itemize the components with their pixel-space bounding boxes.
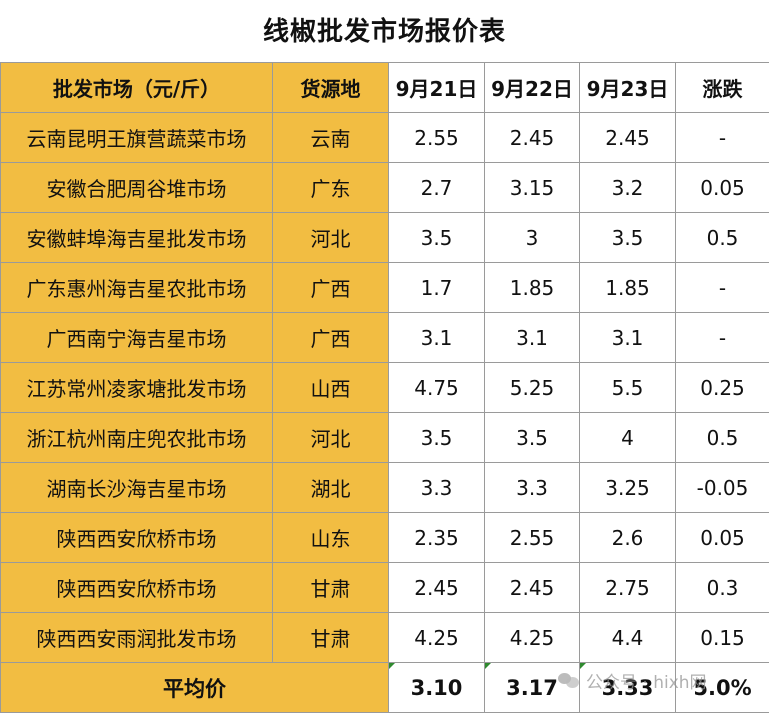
price-sep21-cell: 1.7 (389, 263, 485, 313)
price-sep22-cell: 5.25 (485, 363, 580, 413)
header-origin: 货源地 (273, 63, 389, 113)
origin-cell: 甘肃 (273, 563, 389, 613)
table-row: 广东惠州海吉星农批市场 广西 1.7 1.85 1.85 - (1, 263, 769, 313)
price-sep22-cell: 1.85 (485, 263, 580, 313)
origin-cell: 山东 (273, 513, 389, 563)
price-sep22-cell: 3 (485, 213, 580, 263)
header-sep21: 9月21日 (389, 63, 485, 113)
market-cell: 广西南宁海吉星市场 (1, 313, 273, 363)
table-title: 线椒批发市场报价表 (0, 0, 769, 62)
price-sep23-cell: 3.25 (580, 463, 676, 513)
price-sep23-cell: 4 (580, 413, 676, 463)
market-cell: 陕西西安欣桥市场 (1, 513, 273, 563)
average-sep22-cell: 3.17 (485, 663, 580, 713)
table-row: 陕西西安雨润批发市场 甘肃 4.25 4.25 4.4 0.15 (1, 613, 769, 663)
price-sep22-cell: 3.3 (485, 463, 580, 513)
price-sep21-cell: 4.75 (389, 363, 485, 413)
origin-cell: 甘肃 (273, 613, 389, 663)
table-row: 陕西西安欣桥市场 甘肃 2.45 2.45 2.75 0.3 (1, 563, 769, 613)
price-sep21-cell: 4.25 (389, 613, 485, 663)
origin-cell: 湖北 (273, 463, 389, 513)
table-row: 广西南宁海吉星市场 广西 3.1 3.1 3.1 - (1, 313, 769, 363)
table-row: 浙江杭州南庄兜农批市场 河北 3.5 3.5 4 0.5 (1, 413, 769, 463)
table-row: 云南昆明王旗营蔬菜市场 云南 2.55 2.45 2.45 - (1, 113, 769, 163)
market-cell: 安徽蚌埠海吉星批发市场 (1, 213, 273, 263)
price-sep23-cell: 2.75 (580, 563, 676, 613)
change-cell: -0.05 (676, 463, 769, 513)
average-sep23-cell: 3.33 (580, 663, 676, 713)
price-sep23-cell: 2.45 (580, 113, 676, 163)
price-sep21-cell: 3.5 (389, 413, 485, 463)
change-cell: - (676, 113, 769, 163)
change-cell: 0.25 (676, 363, 769, 413)
change-cell: 0.5 (676, 413, 769, 463)
price-sep21-cell: 2.55 (389, 113, 485, 163)
price-sep23-cell: 2.6 (580, 513, 676, 563)
market-cell: 陕西西安雨润批发市场 (1, 613, 273, 663)
price-sep22-cell: 3.5 (485, 413, 580, 463)
header-row: 批发市场（元/斤） 货源地 9月21日 9月22日 9月23日 涨跌 (1, 63, 769, 113)
price-sep22-cell: 2.45 (485, 113, 580, 163)
average-sep21-cell: 3.10 (389, 663, 485, 713)
price-sep21-cell: 3.1 (389, 313, 485, 363)
origin-cell: 河北 (273, 413, 389, 463)
header-sep23: 9月23日 (580, 63, 676, 113)
price-sep23-cell: 1.85 (580, 263, 676, 313)
market-cell: 湖南长沙海吉星市场 (1, 463, 273, 513)
change-cell: 0.15 (676, 613, 769, 663)
change-cell: 0.05 (676, 163, 769, 213)
price-sep23-cell: 4.4 (580, 613, 676, 663)
price-sep22-cell: 2.55 (485, 513, 580, 563)
average-row: 平均价 3.10 3.17 3.33 5.0% (1, 663, 769, 713)
price-sep23-cell: 3.2 (580, 163, 676, 213)
table-row: 湖南长沙海吉星市场 湖北 3.3 3.3 3.25 -0.05 (1, 463, 769, 513)
change-cell: 0.3 (676, 563, 769, 613)
market-cell: 陕西西安欣桥市场 (1, 563, 273, 613)
origin-cell: 山西 (273, 363, 389, 413)
origin-cell: 河北 (273, 213, 389, 263)
price-sep23-cell: 3.1 (580, 313, 676, 363)
price-sep21-cell: 2.7 (389, 163, 485, 213)
change-cell: - (676, 313, 769, 363)
change-cell: - (676, 263, 769, 313)
table-row: 江苏常州凌家塘批发市场 山西 4.75 5.25 5.5 0.25 (1, 363, 769, 413)
price-sep22-cell: 4.25 (485, 613, 580, 663)
price-sep21-cell: 2.35 (389, 513, 485, 563)
price-sep21-cell: 2.45 (389, 563, 485, 613)
header-market: 批发市场（元/斤） (1, 63, 273, 113)
market-cell: 安徽合肥周谷堆市场 (1, 163, 273, 213)
average-label: 平均价 (1, 663, 389, 713)
change-cell: 0.5 (676, 213, 769, 263)
price-sep21-cell: 3.3 (389, 463, 485, 513)
market-cell: 云南昆明王旗营蔬菜市场 (1, 113, 273, 163)
header-change: 涨跌 (676, 63, 769, 113)
price-sep23-cell: 5.5 (580, 363, 676, 413)
price-sep22-cell: 3.15 (485, 163, 580, 213)
price-sep22-cell: 2.45 (485, 563, 580, 613)
table-row: 安徽合肥周谷堆市场 广东 2.7 3.15 3.2 0.05 (1, 163, 769, 213)
market-cell: 江苏常州凌家塘批发市场 (1, 363, 273, 413)
market-cell: 浙江杭州南庄兜农批市场 (1, 413, 273, 463)
origin-cell: 广西 (273, 313, 389, 363)
change-cell: 0.05 (676, 513, 769, 563)
table-row: 陕西西安欣桥市场 山东 2.35 2.55 2.6 0.05 (1, 513, 769, 563)
origin-cell: 广西 (273, 263, 389, 313)
average-change-cell: 5.0% (676, 663, 769, 713)
price-sep21-cell: 3.5 (389, 213, 485, 263)
market-cell: 广东惠州海吉星农批市场 (1, 263, 273, 313)
header-sep22: 9月22日 (485, 63, 580, 113)
price-sep22-cell: 3.1 (485, 313, 580, 363)
origin-cell: 云南 (273, 113, 389, 163)
origin-cell: 广东 (273, 163, 389, 213)
price-table: 批发市场（元/斤） 货源地 9月21日 9月22日 9月23日 涨跌 云南昆明王… (0, 62, 769, 713)
table-row: 安徽蚌埠海吉星批发市场 河北 3.5 3 3.5 0.5 (1, 213, 769, 263)
price-sep23-cell: 3.5 (580, 213, 676, 263)
